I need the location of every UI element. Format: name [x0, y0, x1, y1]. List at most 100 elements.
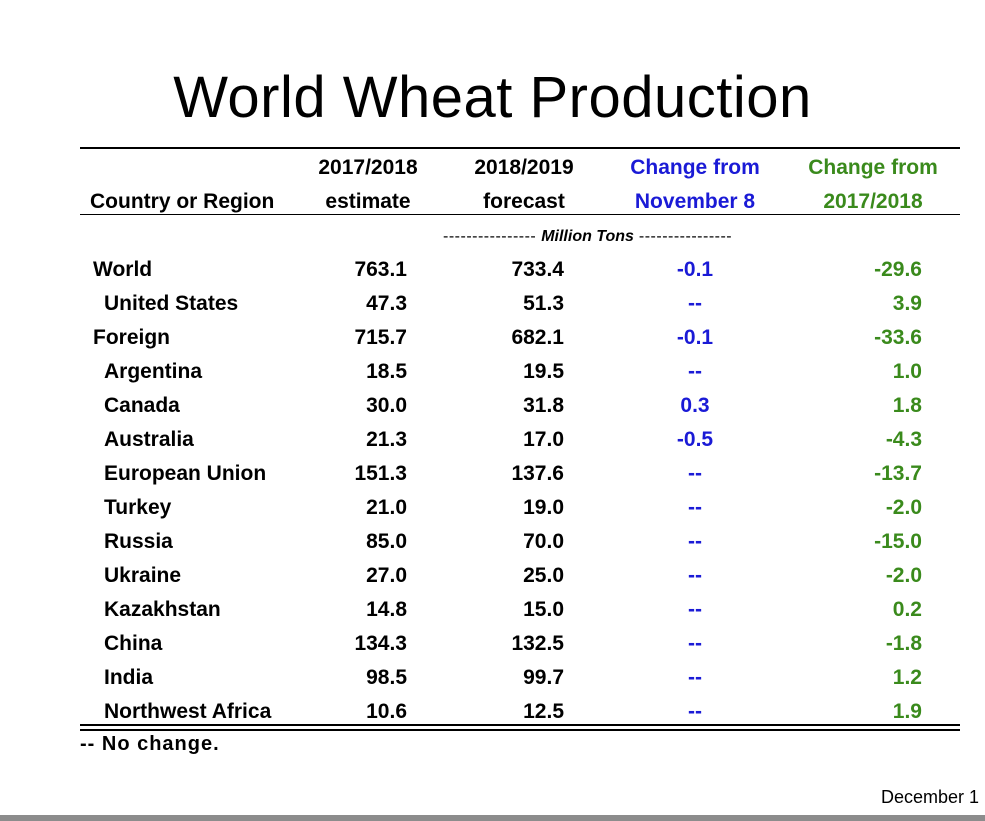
row-change-nov: -- [688, 632, 702, 655]
table-row: Canada 30.0 31.8 0.3 1.8 [0, 389, 985, 423]
units-dash-left: ---------------- [443, 228, 542, 245]
header-rule [80, 214, 960, 215]
header-col2-line1: 2018/2019 [474, 156, 574, 179]
row-estimate: 10.6 [366, 700, 407, 723]
table-row: Kazakhstan 14.8 15.0 -- 0.2 [0, 593, 985, 627]
row-change-nov: -- [688, 564, 702, 587]
row-estimate: 47.3 [366, 292, 407, 315]
row-forecast: 19.5 [523, 360, 564, 383]
row-change-prior: -33.6 [874, 326, 922, 349]
table-body: World 763.1 733.4 -0.1 -29.6 United Stat… [0, 253, 985, 729]
row-change-nov: -- [688, 666, 702, 689]
row-forecast: 132.5 [511, 632, 564, 655]
row-forecast: 682.1 [511, 326, 564, 349]
row-estimate: 763.1 [354, 258, 407, 281]
table-row: World 763.1 733.4 -0.1 -29.6 [0, 253, 985, 287]
row-change-nov: -- [688, 462, 702, 485]
header-col1-line2: estimate [325, 190, 411, 213]
row-name: Ukraine [104, 564, 182, 587]
row-estimate: 18.5 [366, 360, 407, 383]
row-name: World [93, 258, 153, 281]
row-change-nov: -- [688, 598, 702, 621]
table-row: European Union 151.3 137.6 -- -13.7 [0, 457, 985, 491]
row-name: India [104, 666, 154, 689]
row-forecast: 12.5 [523, 700, 564, 723]
row-name: Argentina [104, 360, 203, 383]
row-forecast: 70.0 [523, 530, 564, 553]
row-name: Russia [104, 530, 173, 553]
row-estimate: 21.3 [366, 428, 407, 451]
row-change-nov: -- [688, 700, 702, 723]
table-row: Turkey 21.0 19.0 -- -2.0 [0, 491, 985, 525]
row-change-prior: 1.8 [892, 394, 922, 417]
row-change-prior: -2.0 [885, 564, 922, 587]
table-top-rule [80, 147, 960, 149]
row-change-prior: 1.9 [892, 700, 922, 723]
row-estimate: 30.0 [366, 394, 407, 417]
row-name: United States [104, 292, 239, 315]
row-forecast: 19.0 [523, 496, 564, 519]
table-row: Australia 21.3 17.0 -0.5 -4.3 [0, 423, 985, 457]
header-country: Country or Region [90, 190, 275, 213]
table-row: India 98.5 99.7 -- 1.2 [0, 661, 985, 695]
row-estimate: 715.7 [354, 326, 407, 349]
row-name: Turkey [104, 496, 172, 519]
table-bottom-rule [80, 724, 960, 726]
row-change-nov: -0.1 [676, 258, 714, 281]
row-change-prior: -15.0 [874, 530, 922, 553]
row-name: Northwest Africa [104, 700, 272, 723]
row-change-prior: -13.7 [874, 462, 922, 485]
row-name: Australia [104, 428, 194, 451]
row-name: European Union [104, 462, 267, 485]
footnote: -- No change. [80, 733, 220, 755]
row-change-nov: -- [688, 360, 702, 383]
header-col1-line1: 2017/2018 [318, 156, 418, 179]
row-name: Kazakhstan [104, 598, 221, 621]
header-2017-2018-estimate: 2017/2018 estimate [302, 151, 434, 219]
row-change-prior: 3.9 [892, 292, 922, 315]
table-bottom-rule-double [80, 729, 960, 731]
row-name: Foreign [93, 326, 170, 349]
row-forecast: 51.3 [523, 292, 564, 315]
header-col4-line2: 2017/2018 [823, 190, 923, 213]
header-col3-line1: Change from [630, 156, 760, 179]
header-col4-line1: Change from [808, 156, 938, 179]
row-forecast: 137.6 [511, 462, 564, 485]
row-estimate: 151.3 [354, 462, 407, 485]
row-forecast: 25.0 [523, 564, 564, 587]
slide-date: December 1 [881, 787, 980, 807]
row-change-prior: 1.2 [892, 666, 922, 689]
row-forecast: 31.8 [523, 394, 564, 417]
row-estimate: 27.0 [366, 564, 407, 587]
row-change-nov: -- [688, 530, 702, 553]
row-change-prior: -2.0 [885, 496, 922, 519]
row-estimate: 98.5 [366, 666, 407, 689]
slide-bottom-bar [0, 815, 985, 821]
row-change-prior: -1.8 [885, 632, 922, 655]
table-row: China 134.3 132.5 -- -1.8 [0, 627, 985, 661]
table-row: Foreign 715.7 682.1 -0.1 -33.6 [0, 321, 985, 355]
table-row: Argentina 18.5 19.5 -- 1.0 [0, 355, 985, 389]
header-change-from-november: Change from November 8 [612, 151, 778, 219]
row-estimate: 134.3 [354, 632, 407, 655]
table-row: Northwest Africa 10.6 12.5 -- 1.9 [0, 695, 985, 729]
row-estimate: 14.8 [366, 598, 407, 621]
header-col2-line2: forecast [483, 190, 565, 213]
header-2018-2019-forecast: 2018/2019 forecast [458, 151, 590, 219]
table-row: United States 47.3 51.3 -- 3.9 [0, 287, 985, 321]
row-change-prior: 1.0 [892, 360, 922, 383]
row-change-nov: -- [688, 496, 702, 519]
row-forecast: 17.0 [523, 428, 564, 451]
units-label: ---------------- Million Tons ----------… [443, 228, 732, 246]
row-change-prior: -4.3 [885, 428, 922, 451]
units-text: Million Tons [541, 228, 634, 245]
table-row: Ukraine 27.0 25.0 -- -2.0 [0, 559, 985, 593]
row-forecast: 15.0 [523, 598, 564, 621]
row-forecast: 733.4 [511, 258, 564, 281]
row-change-nov: 0.3 [680, 394, 710, 417]
row-change-prior: 0.2 [892, 598, 922, 621]
row-change-nov: -0.5 [676, 428, 714, 451]
row-change-nov: -- [688, 292, 702, 315]
units-dash-right: ---------------- [633, 228, 733, 245]
header-col3-line2: November 8 [634, 190, 756, 213]
